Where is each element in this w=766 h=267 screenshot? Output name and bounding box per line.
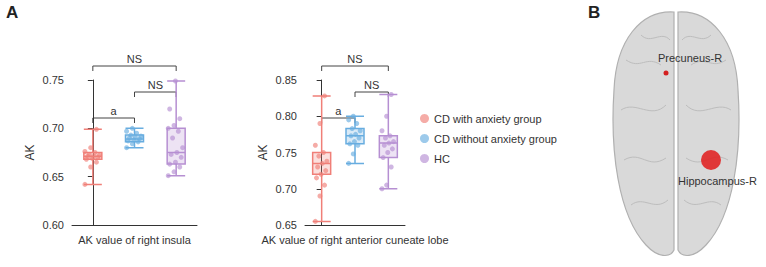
svg-text:CD without anxiety group: CD without anxiety group bbox=[434, 133, 557, 145]
svg-text:a: a bbox=[335, 105, 342, 117]
svg-text:Hippocampus-R: Hippocampus-R bbox=[678, 175, 757, 187]
svg-text:AK: AK bbox=[23, 144, 37, 160]
svg-text:CD with anxiety group: CD with anxiety group bbox=[434, 113, 542, 125]
svg-text:NS: NS bbox=[127, 53, 142, 65]
svg-text:0.75: 0.75 bbox=[276, 147, 297, 159]
svg-text:0.75: 0.75 bbox=[43, 74, 64, 86]
svg-text:a: a bbox=[111, 105, 118, 117]
svg-text:AK value of right anterior cun: AK value of right anterior cuneate lobe bbox=[261, 234, 448, 246]
svg-text:NS: NS bbox=[364, 79, 379, 91]
svg-text:AK: AK bbox=[256, 144, 270, 160]
svg-text:0.65: 0.65 bbox=[276, 219, 297, 231]
svg-text:0.80: 0.80 bbox=[276, 110, 297, 122]
svg-text:0.70: 0.70 bbox=[43, 122, 64, 134]
svg-text:AK value of right insula: AK value of right insula bbox=[78, 234, 191, 246]
svg-text:NS: NS bbox=[347, 53, 362, 65]
svg-text:0.60: 0.60 bbox=[43, 219, 64, 231]
svg-text:0.65: 0.65 bbox=[43, 171, 64, 183]
svg-text:Precuneus-R: Precuneus-R bbox=[658, 52, 722, 64]
svg-text:HC: HC bbox=[434, 153, 450, 165]
svg-text:0.70: 0.70 bbox=[276, 183, 297, 195]
svg-text:0.85: 0.85 bbox=[276, 74, 297, 86]
svg-text:NS: NS bbox=[148, 79, 163, 91]
svg-text:A: A bbox=[6, 3, 18, 22]
svg-text:B: B bbox=[588, 3, 600, 22]
